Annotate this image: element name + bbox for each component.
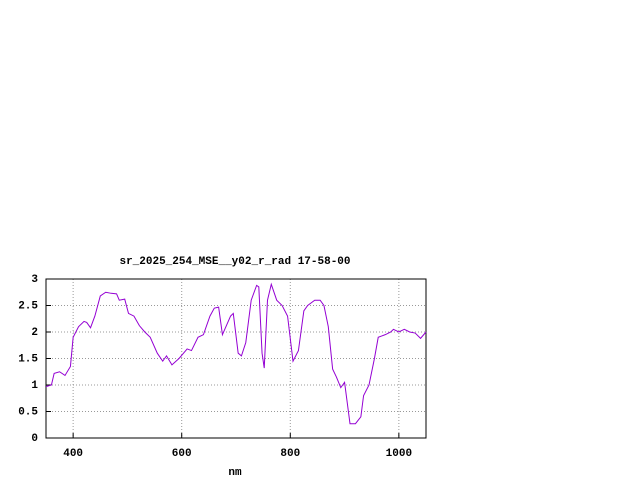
- y-tick-label: 2.5: [18, 300, 38, 312]
- data-line: [45, 282, 427, 425]
- y-tick-label: 1.5: [18, 353, 38, 365]
- plot-frame: [45, 278, 427, 439]
- x-tick-label: 600: [172, 448, 192, 460]
- y-tick-label: 2: [31, 327, 38, 339]
- x-axis-label: nm: [228, 467, 242, 479]
- x-tick-label: 800: [280, 448, 300, 460]
- y-tick-label: 3: [31, 274, 38, 286]
- chart-title: sr_2025_254_MSE__y02_r_rad 17-58-00: [119, 256, 350, 268]
- x-tick-label: 400: [63, 448, 83, 460]
- y-tick-label: 1: [31, 380, 38, 392]
- y-tick-label: 0.5: [18, 406, 38, 418]
- x-tick-label: 1000: [386, 448, 412, 460]
- y-tick-label: 0: [31, 433, 38, 445]
